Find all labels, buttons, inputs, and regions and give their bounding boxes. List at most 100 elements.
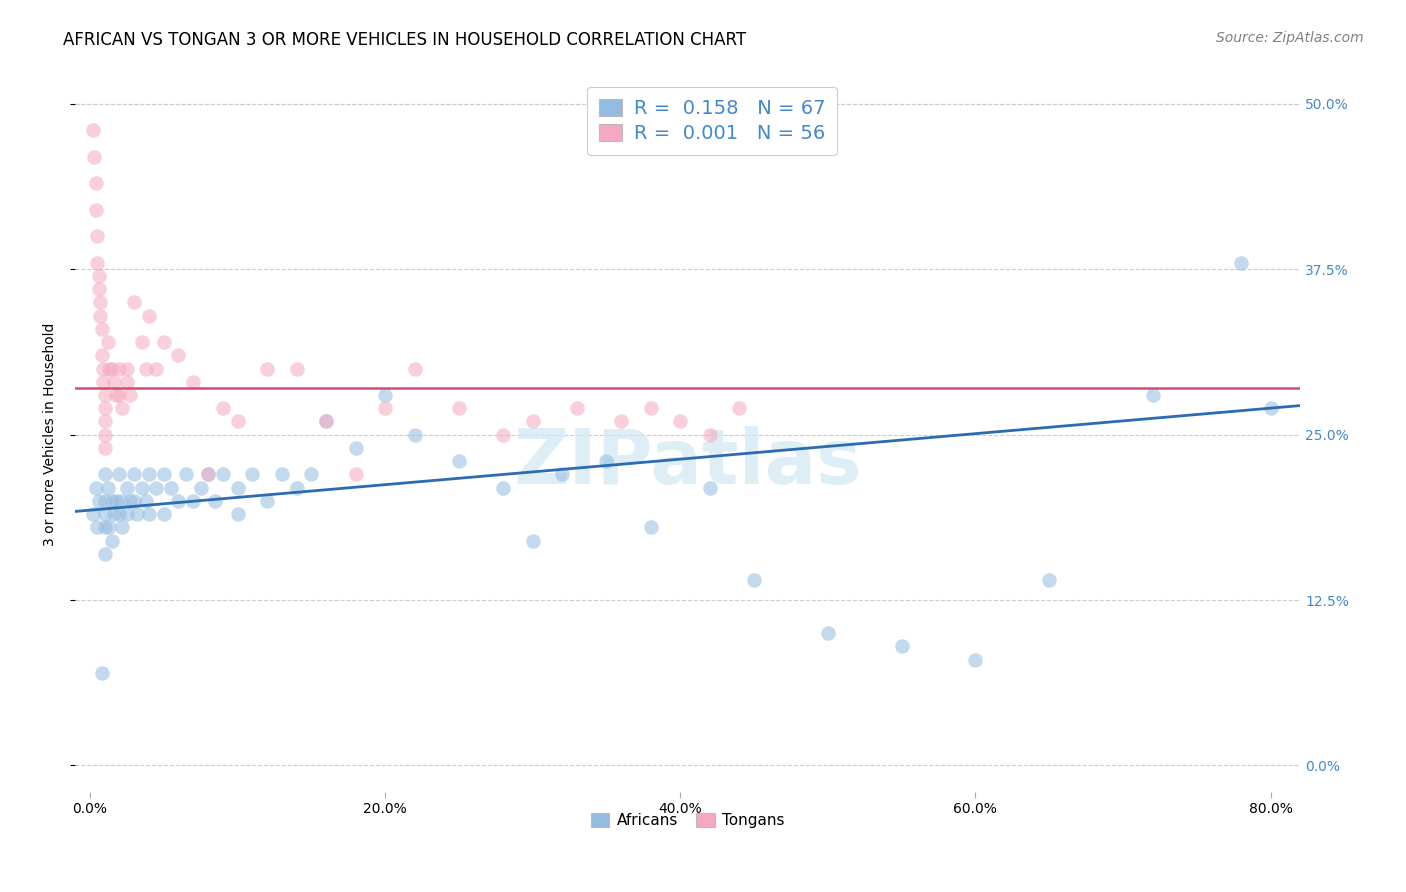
Point — [115, 481, 138, 495]
Point — [285, 361, 308, 376]
Point — [93, 520, 115, 534]
Point — [565, 401, 588, 416]
Point — [522, 533, 544, 548]
Point — [447, 454, 470, 468]
Point — [344, 441, 367, 455]
Point — [93, 507, 115, 521]
Point — [108, 388, 131, 402]
Point — [87, 268, 110, 283]
Point — [97, 481, 120, 495]
Point — [103, 507, 125, 521]
Point — [89, 309, 111, 323]
Point — [101, 494, 124, 508]
Point — [315, 414, 337, 428]
Point — [699, 427, 721, 442]
Point — [522, 414, 544, 428]
Point — [299, 467, 322, 482]
Point — [97, 334, 120, 349]
Point — [1038, 574, 1060, 588]
Point — [404, 427, 426, 442]
Point — [90, 322, 112, 336]
Point — [152, 334, 174, 349]
Point — [197, 467, 219, 482]
Point — [152, 507, 174, 521]
Point — [138, 309, 160, 323]
Point — [84, 176, 107, 190]
Text: ZIPatlas: ZIPatlas — [513, 426, 862, 500]
Point — [122, 295, 145, 310]
Point — [108, 361, 131, 376]
Point — [86, 255, 108, 269]
Point — [595, 454, 617, 468]
Point — [98, 361, 121, 376]
Point — [167, 494, 190, 508]
Point — [374, 388, 396, 402]
Point — [127, 507, 149, 521]
Point — [1230, 255, 1253, 269]
Point — [152, 467, 174, 482]
Point — [93, 414, 115, 428]
Point — [640, 520, 662, 534]
Point — [181, 375, 204, 389]
Point — [131, 481, 153, 495]
Point — [118, 494, 141, 508]
Point — [256, 361, 278, 376]
Point — [742, 574, 765, 588]
Point — [699, 481, 721, 495]
Point — [145, 481, 167, 495]
Point — [93, 494, 115, 508]
Point — [610, 414, 633, 428]
Text: AFRICAN VS TONGAN 3 OR MORE VEHICLES IN HOUSEHOLD CORRELATION CHART: AFRICAN VS TONGAN 3 OR MORE VEHICLES IN … — [63, 31, 747, 49]
Point — [174, 467, 197, 482]
Point — [160, 481, 183, 495]
Point — [87, 494, 110, 508]
Point — [211, 401, 233, 416]
Legend: Africans, Tongans: Africans, Tongans — [585, 807, 790, 834]
Point — [118, 388, 141, 402]
Point — [204, 494, 226, 508]
Point — [108, 467, 131, 482]
Point — [93, 388, 115, 402]
Point — [108, 507, 131, 521]
Point — [492, 427, 515, 442]
Point — [1260, 401, 1282, 416]
Point — [669, 414, 692, 428]
Point — [211, 467, 233, 482]
Point — [93, 547, 115, 561]
Point — [890, 640, 912, 654]
Y-axis label: 3 or more Vehicles in Household: 3 or more Vehicles in Household — [44, 323, 58, 547]
Point — [226, 481, 249, 495]
Point — [84, 481, 107, 495]
Point — [115, 361, 138, 376]
Point — [817, 626, 839, 640]
Point — [226, 507, 249, 521]
Point — [91, 375, 114, 389]
Point — [101, 533, 124, 548]
Point — [105, 494, 128, 508]
Point — [82, 123, 104, 137]
Point — [315, 414, 337, 428]
Point — [122, 494, 145, 508]
Point — [86, 229, 108, 244]
Point — [83, 150, 105, 164]
Point — [447, 401, 470, 416]
Point — [965, 653, 987, 667]
Point — [90, 348, 112, 362]
Point — [240, 467, 263, 482]
Point — [122, 467, 145, 482]
Point — [93, 441, 115, 455]
Point — [105, 388, 128, 402]
Point — [103, 375, 125, 389]
Point — [1142, 388, 1164, 402]
Point — [87, 282, 110, 296]
Point — [138, 467, 160, 482]
Point — [256, 494, 278, 508]
Point — [492, 481, 515, 495]
Point — [138, 507, 160, 521]
Point — [93, 427, 115, 442]
Point — [91, 361, 114, 376]
Point — [101, 361, 124, 376]
Point — [226, 414, 249, 428]
Point — [197, 467, 219, 482]
Point — [84, 202, 107, 217]
